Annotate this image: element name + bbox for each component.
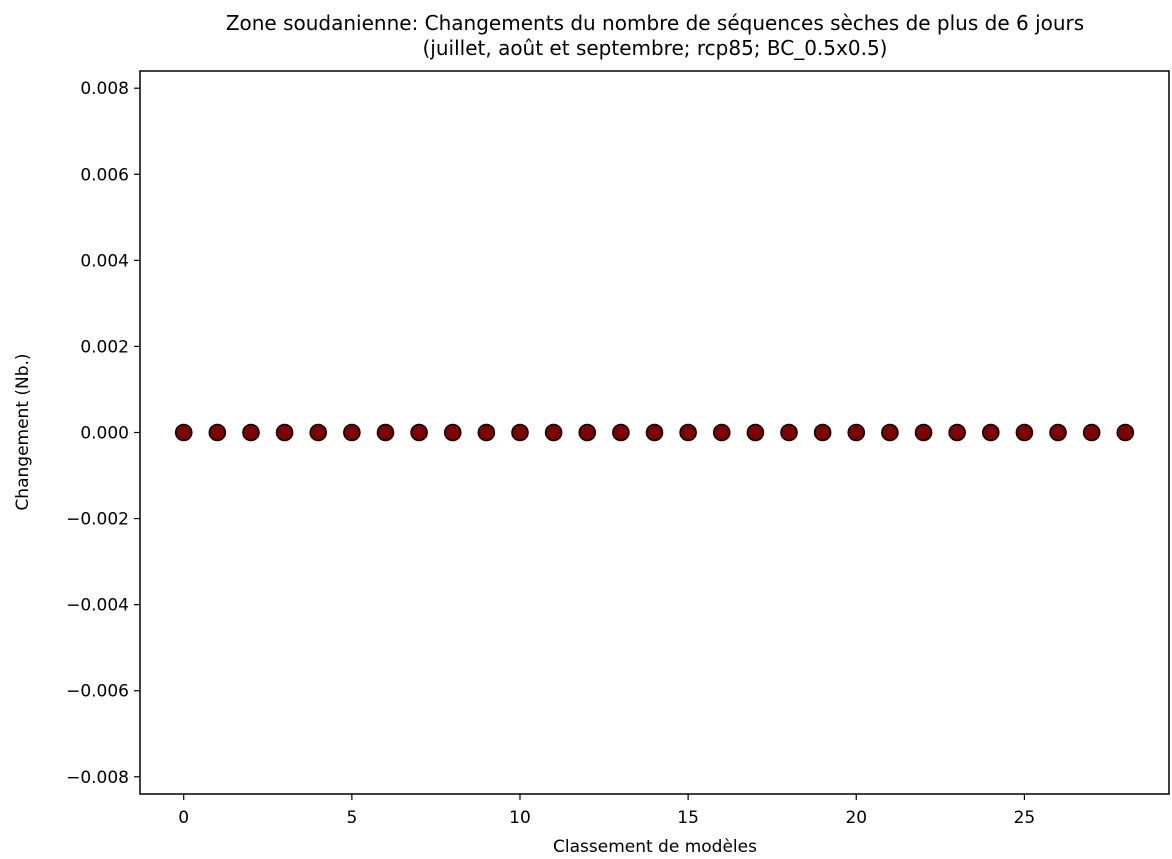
data-point (679, 423, 697, 442)
data-point (376, 423, 395, 442)
data-point (948, 423, 966, 442)
data-point (309, 423, 328, 442)
chart-title-line2: (juillet, août et septembre; rcp85; BC_0… (423, 36, 888, 60)
x-tick-label: 10 (509, 808, 531, 828)
data-point (813, 423, 832, 442)
x-axis: 0 5 10 15 20 25 (178, 794, 1035, 828)
y-tick-label: 0.000 (80, 424, 129, 444)
y-axis: 0.008 0.006 0.004 0.002 0.000 −0.002 −0.004 −0.… (66, 79, 140, 788)
plot-area (174, 423, 1135, 442)
y-tick-label: −0.008 (66, 768, 129, 788)
x-axis-label: Classement de modèles (553, 837, 757, 857)
data-point (1015, 423, 1034, 442)
data-point (511, 423, 529, 442)
y-axis-label: Changement (Nb.) (13, 353, 33, 510)
chart-title-line1: Zone soudanienne: Changements du nombre … (226, 11, 1084, 35)
data-point (477, 423, 496, 442)
data-point (780, 423, 798, 442)
y-tick-label: 0.004 (80, 251, 129, 271)
data-point (712, 423, 731, 442)
x-tick-label: 5 (346, 808, 357, 828)
y-tick-label: −0.006 (66, 682, 129, 702)
data-point (343, 423, 361, 442)
data-point (578, 423, 597, 442)
x-tick-label: 25 (1014, 808, 1036, 828)
x-tick-label: 15 (677, 808, 699, 828)
data-point (275, 423, 294, 442)
data-point (1082, 423, 1101, 442)
y-tick-label: 0.006 (80, 165, 129, 185)
data-point (847, 423, 866, 442)
data-point (914, 423, 933, 442)
data-point (174, 423, 193, 442)
x-tick-label: 20 (845, 808, 867, 828)
y-tick-label: −0.002 (66, 510, 129, 530)
data-point (746, 423, 765, 442)
y-tick-label: 0.008 (80, 79, 129, 99)
data-point (612, 423, 630, 442)
data-point (208, 423, 227, 442)
y-tick-label: 0.002 (80, 337, 129, 357)
data-point (544, 423, 563, 442)
x-tick-label: 0 (178, 808, 189, 828)
data-point (1116, 423, 1135, 442)
data-point (242, 423, 260, 442)
data-point (645, 423, 664, 442)
data-point (881, 423, 899, 442)
data-point (1049, 423, 1067, 442)
data-point (981, 423, 1000, 442)
y-tick-label: −0.004 (66, 596, 129, 616)
data-point (410, 423, 428, 442)
data-point (443, 423, 462, 442)
